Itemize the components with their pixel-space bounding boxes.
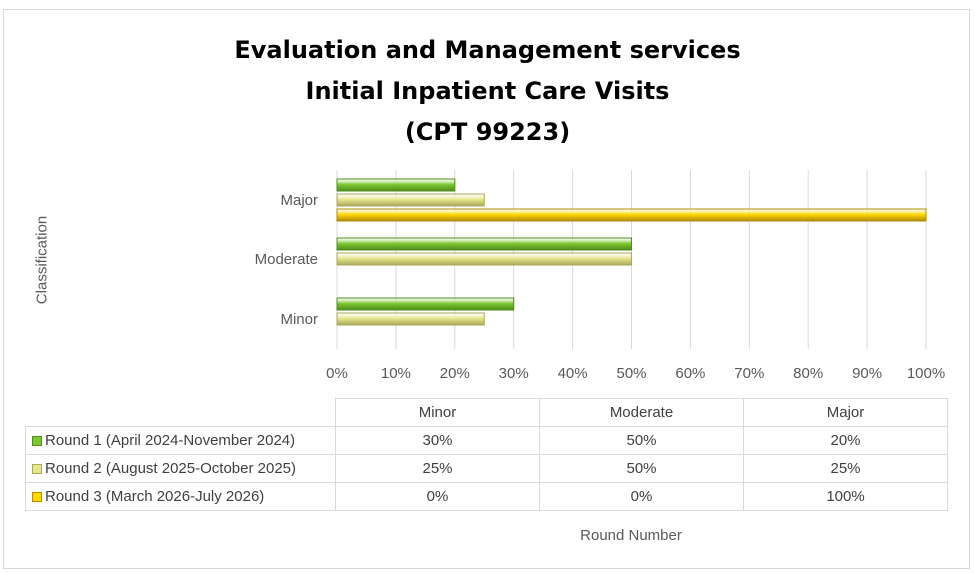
legend-label-round-1: Round 1 (April 2024-November 2024) [45,432,296,449]
data-table-row-header: Round 1 (April 2024-November 2024) [25,426,336,455]
data-table-corner [25,398,336,427]
x-tick-label: 30% [499,365,529,382]
data-table-cell: 0% [539,482,744,511]
chart-title-line-2: Initial Inpatient Care Visits [305,77,670,105]
data-table-cell: 25% [743,454,948,483]
data-table-cell: 25% [335,454,540,483]
data-table-cell: 0% [335,482,540,511]
y-tick-label: Moderate [255,251,318,268]
y-tick-label: Minor [280,311,318,328]
x-tick-label: 50% [616,365,646,382]
data-table-row-round-3: Round 3 (March 2026-July 2026) 0% 0% 100… [25,482,948,511]
x-tick-label: 70% [734,365,764,382]
data-table-header-moderate: Moderate [539,398,744,427]
x-tick-label: 40% [558,365,588,382]
x-tick-label: 20% [440,365,470,382]
bar [336,252,632,266]
chart-title-line-3: (CPT 99223) [404,118,571,146]
data-table-row-header: Round 3 (March 2026-July 2026) [25,482,336,511]
x-tick-label: 60% [675,365,705,382]
bar [336,208,927,222]
data-table-cell: 30% [335,426,540,455]
x-tick-label: 100% [907,365,945,382]
data-table-header-row: Minor Moderate Major [25,398,948,427]
data-table-header-major: Major [743,398,948,427]
x-tick-label: 10% [381,365,411,382]
y-tick-label: Major [280,192,318,209]
legend-key-round-2 [32,464,42,474]
x-tick-label: 90% [852,365,882,382]
bar [336,312,485,326]
data-table-row-round-1: Round 1 (April 2024-November 2024) 30% 5… [25,426,948,455]
chart-title: Evaluation and Management services Initi… [0,30,975,153]
data-table-header-minor: Minor [335,398,540,427]
x-axis-label: Round Number [580,527,682,544]
legend-key-round-1 [32,436,42,446]
bar [336,193,485,207]
data-table: Minor Moderate Major Round 1 (April 2024… [25,398,948,511]
bar [336,178,456,192]
data-table-cell: 50% [539,454,744,483]
x-tick-label: 0% [326,365,348,382]
bar [336,237,632,251]
y-axis-label: Classification [33,215,51,305]
data-table-cell: 50% [539,426,744,455]
legend-label-round-2: Round 2 (August 2025-October 2025) [45,460,296,477]
data-table-row-round-2: Round 2 (August 2025-October 2025) 25% 5… [25,454,948,483]
x-tick-label: 80% [793,365,823,382]
data-table-cell: 100% [743,482,948,511]
data-table-row-header: Round 2 (August 2025-October 2025) [25,454,336,483]
data-table-cell: 20% [743,426,948,455]
legend-label-round-3: Round 3 (March 2026-July 2026) [45,488,265,505]
legend-key-round-3 [32,492,42,502]
bar [336,297,515,311]
chart-title-line-1: Evaluation and Management services [234,36,741,64]
